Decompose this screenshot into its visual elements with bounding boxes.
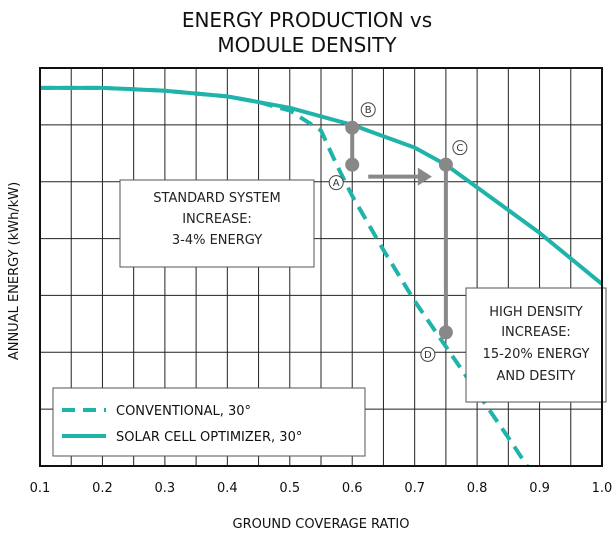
plot-frame bbox=[39, 67, 603, 467]
legend-label-conventional: CONVENTIONAL, 30° bbox=[116, 404, 251, 419]
point-marker-d bbox=[438, 325, 453, 340]
point-badge-b bbox=[360, 102, 376, 118]
annotation-standard-line-3: 3-4% ENERGY bbox=[172, 233, 262, 248]
annotation-standard-system: STANDARD SYSTEM INCREASE: 3-4% ENERGY bbox=[119, 179, 315, 268]
x-tick-label: 0.8 bbox=[467, 481, 488, 496]
point-marker-c bbox=[438, 157, 453, 172]
chart-title-line-2: MODULE DENSITY bbox=[217, 33, 397, 57]
annotation-high-density-line-1: HIGH DENSITY bbox=[489, 305, 583, 320]
annotation-high-density-box bbox=[465, 287, 607, 403]
legend-box bbox=[52, 387, 366, 457]
annotation-high-density-line-3: 15-20% ENERGY bbox=[483, 347, 590, 362]
arrow-head bbox=[417, 167, 432, 186]
chart-title: ENERGY PRODUCTION vs MODULE DENSITY bbox=[182, 8, 432, 57]
point-badge-c bbox=[452, 140, 468, 156]
chart-title-line-1: ENERGY PRODUCTION vs bbox=[182, 8, 432, 32]
x-tick-label: 0.3 bbox=[155, 481, 176, 496]
x-tick-label: 1.0 bbox=[592, 481, 613, 496]
legend: CONVENTIONAL, 30° SOLAR CELL OPTIMIZER, … bbox=[52, 387, 366, 457]
x-tick-label: 0.7 bbox=[404, 481, 425, 496]
annotation-standard-box bbox=[119, 179, 315, 268]
point-badge-d bbox=[420, 346, 436, 362]
point-marker-a bbox=[345, 157, 360, 172]
x-tick-label: 0.1 bbox=[30, 481, 51, 496]
point-label-d: D bbox=[424, 350, 432, 361]
x-tick-label: 0.4 bbox=[217, 481, 238, 496]
comparison-markers: A B C D bbox=[328, 102, 468, 362]
annotation-high-density-line-2: INCREASE: bbox=[501, 325, 571, 340]
point-label-c: C bbox=[456, 143, 463, 154]
annotation-standard-line-2: INCREASE: bbox=[182, 212, 252, 227]
annotation-high-density: HIGH DENSITY INCREASE: 15-20% ENERGY AND… bbox=[465, 287, 607, 403]
x-axis-label: GROUND COVERAGE RATIO bbox=[233, 517, 410, 532]
annotation-standard-line-1: STANDARD SYSTEM bbox=[153, 191, 280, 206]
x-tick-labels: 0.1 0.2 0.3 0.4 0.5 0.6 0.7 0.8 0.9 1.0 bbox=[30, 481, 613, 496]
point-label-b: B bbox=[365, 105, 372, 116]
point-marker-b bbox=[345, 120, 360, 135]
x-tick-label: 0.5 bbox=[279, 481, 300, 496]
x-tick-label: 0.2 bbox=[92, 481, 113, 496]
point-label-a: A bbox=[333, 178, 340, 189]
point-badge-a bbox=[328, 175, 344, 191]
y-axis-label: ANNUAL ENERGY (kWh/kW) bbox=[7, 182, 22, 360]
x-tick-label: 0.6 bbox=[342, 481, 363, 496]
annotation-high-density-line-4: AND DESITY bbox=[497, 369, 576, 384]
x-tick-label: 0.9 bbox=[529, 481, 550, 496]
legend-label-optimizer: SOLAR CELL OPTIMIZER, 30° bbox=[116, 430, 302, 445]
